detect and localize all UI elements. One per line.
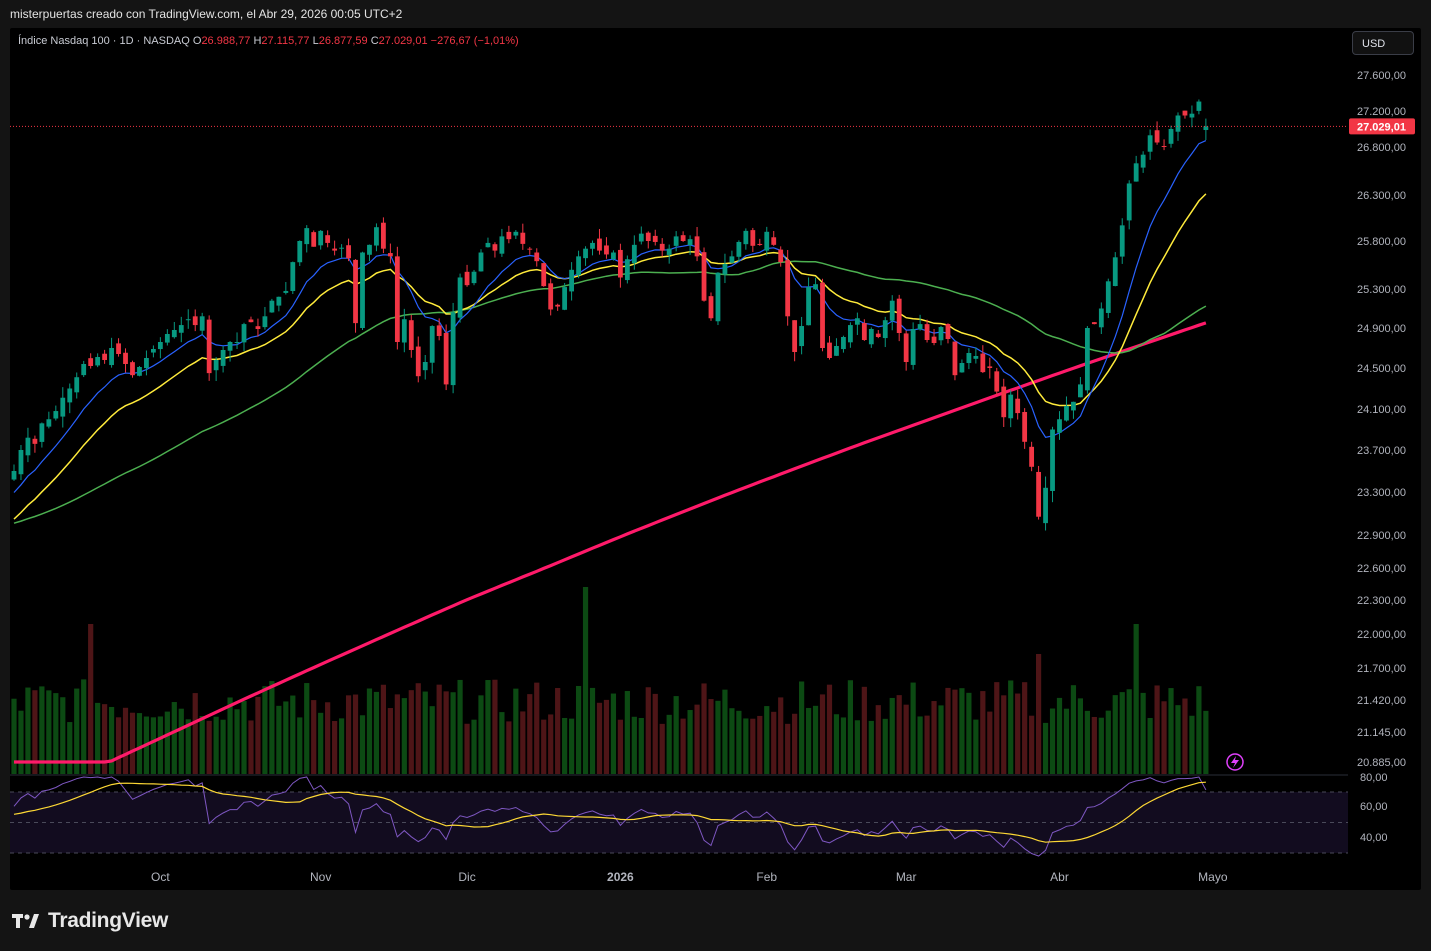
open-value: 26.988,77 xyxy=(201,35,251,47)
currency-selector[interactable]: USD xyxy=(1352,31,1414,55)
tradingview-brand[interactable]: TradingView xyxy=(12,909,168,933)
high-value: 27.115,77 xyxy=(261,35,310,47)
chart-panel[interactable] xyxy=(10,28,1421,890)
change-value: −276,67 (−1,01%) xyxy=(430,35,519,47)
symbol-name[interactable]: Índice Nasdaq 100 · 1D · NASDAQ xyxy=(18,35,190,47)
brand-name: TradingView xyxy=(48,909,169,932)
attribution: misterpuertas creado con TradingView.com… xyxy=(10,7,403,21)
open-key: O xyxy=(192,35,202,47)
high-key: H xyxy=(253,35,262,47)
tradingview-logo-icon xyxy=(12,914,39,928)
low-value: 26.877,59 xyxy=(318,35,368,47)
low-key: L xyxy=(312,35,319,47)
close-value: 27.029,01 xyxy=(378,35,428,47)
close-key: C xyxy=(370,35,379,47)
ohlc-legend: Índice Nasdaq 100 · 1D · NASDAQ O26.988,… xyxy=(18,35,519,47)
